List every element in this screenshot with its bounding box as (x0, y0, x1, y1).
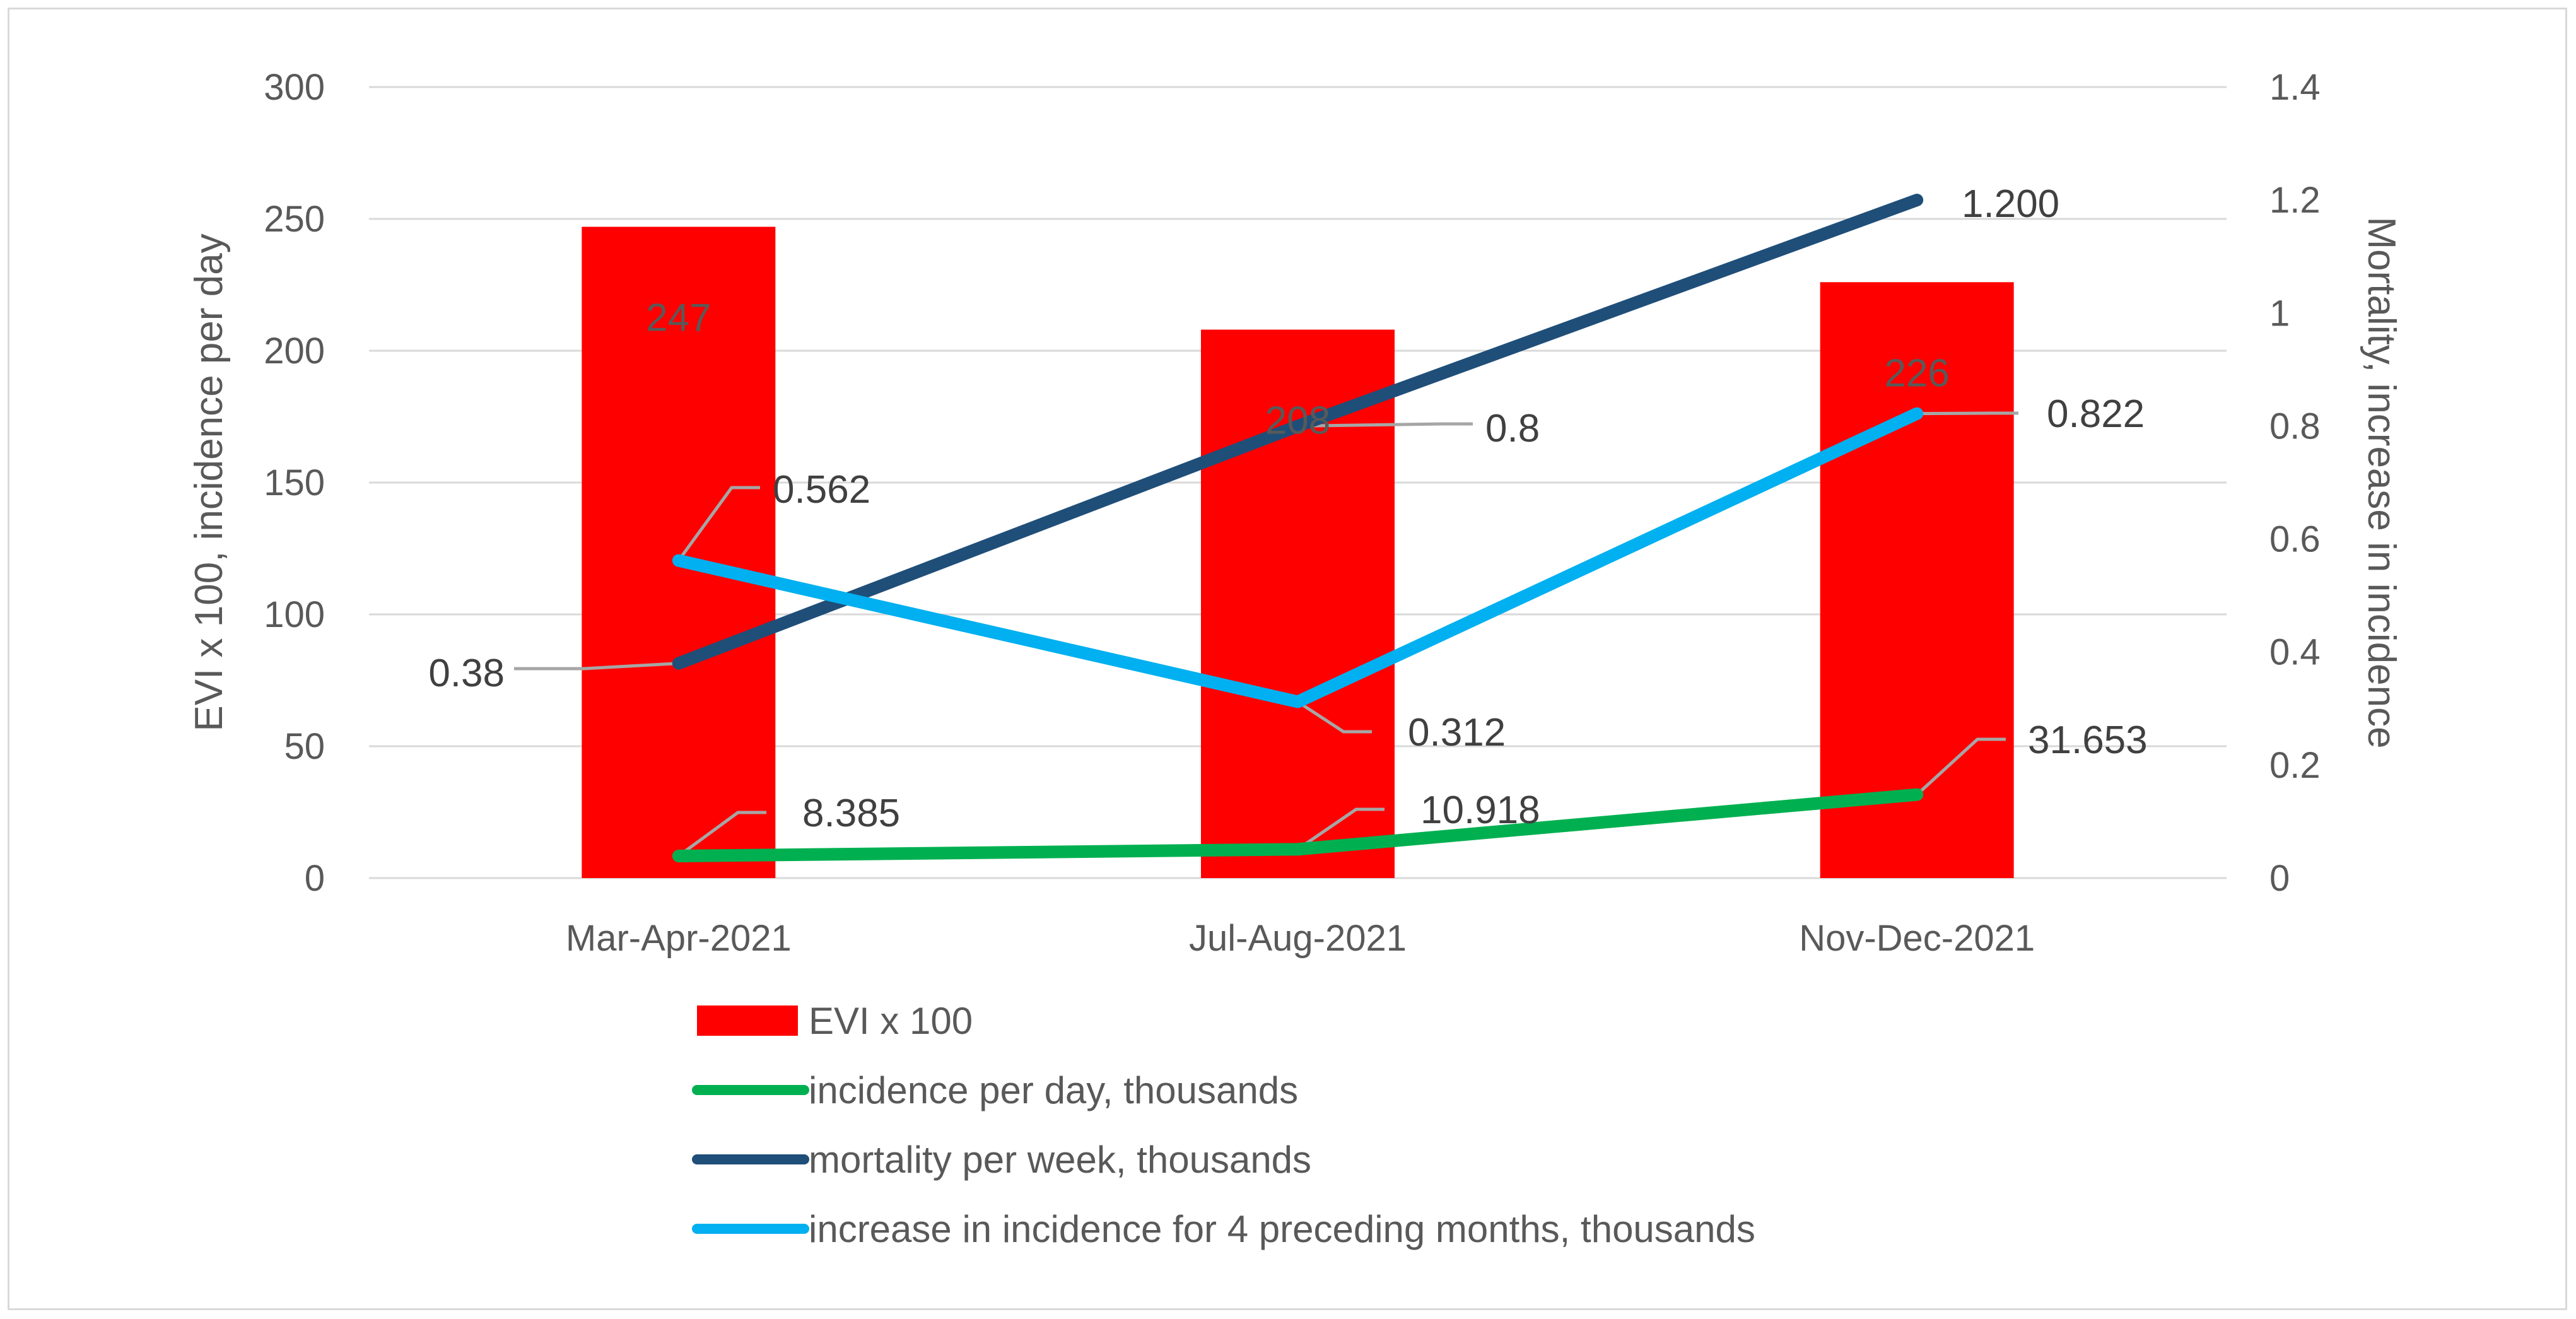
leader-line (1297, 422, 1473, 428)
data-labels: 247 208 226 8.385 10.918 31.653 0.38 0.8 1.200 0.… (428, 182, 2147, 835)
axes: 0 50 100 150 200 250 300 0 0.2 0.4 0.6 0.8 1 1.2 1.4 Ma… (187, 67, 2403, 959)
line-point (1911, 194, 1923, 206)
bar-data-label: 247 (646, 296, 711, 340)
line-data-label: 0.38 (428, 652, 505, 695)
bar (582, 226, 776, 878)
x-tick-label: Jul-Aug-2021 (1189, 918, 1407, 959)
leader-line (677, 811, 766, 857)
legend-entry-label: EVI x 100 (809, 1000, 973, 1042)
line-data-label: 31.653 (2028, 718, 2148, 762)
leader-line (514, 662, 679, 671)
y-left-tick-label: 150 (264, 462, 325, 503)
line-data-label: 1.200 (1962, 182, 2059, 226)
line-point (1292, 696, 1304, 708)
line-data-label: 0.822 (2047, 392, 2145, 436)
line-data-label: 0.312 (1408, 711, 1506, 754)
line-data-label: 0.562 (773, 468, 870, 512)
y-right-tick-label: 1.2 (2269, 180, 2321, 221)
bar (1820, 282, 2014, 878)
y-left-tick-label: 300 (264, 67, 325, 108)
y-left-tick-label: 250 (264, 199, 325, 240)
line-point (1911, 788, 1923, 800)
legend: EVI x 100 incidence per day, thousands mor… (692, 1000, 1755, 1250)
y-right-tick-label: 0.4 (2269, 632, 2321, 673)
y-right-tick-label: 0 (2269, 858, 2290, 899)
y-left-tick-label: 100 (264, 594, 325, 635)
x-tick-label: Mar-Apr-2021 (566, 918, 792, 959)
line-series (672, 194, 1924, 862)
line-data-label: 8.385 (802, 792, 900, 835)
y-left-tick-label: 50 (284, 726, 325, 767)
line-point (672, 657, 684, 669)
y-right-tick-label: 1 (2269, 293, 2290, 334)
bar-data-label: 208 (1265, 399, 1330, 443)
line-point (672, 850, 684, 862)
line-point (1292, 843, 1304, 855)
y-left-tick-label: 200 (264, 331, 325, 372)
bar-series (582, 226, 2014, 878)
leader-line (677, 486, 760, 562)
y-right-tick-label: 0.2 (2269, 745, 2321, 786)
leader-line (1297, 807, 1385, 851)
x-tick-label: Nov-Dec-2021 (1799, 918, 2035, 959)
line-point (672, 554, 684, 566)
line-point (1292, 420, 1304, 432)
bar-data-label: 226 (1884, 351, 1949, 395)
legend-entry-label: mortality per week, thousands (809, 1139, 1311, 1181)
leader-line (1916, 737, 2006, 796)
legend-entry-label: incidence per day, thousands (809, 1069, 1298, 1111)
line-data-label: 10.918 (1420, 788, 1540, 832)
y-right-axis-title: Mortality, increase in incidence (2360, 216, 2403, 748)
line-data-label: 0.8 (1485, 407, 1540, 450)
label-leader-lines (514, 411, 2018, 857)
leader-line (1297, 700, 1372, 734)
leader-line (1917, 411, 2018, 416)
y-right-tick-label: 1.4 (2269, 67, 2321, 108)
y-left-axis-title: EVI x 100, incidence per day (187, 233, 231, 731)
legend-swatch-bar (697, 1005, 798, 1036)
y-left-tick-label: 0 (305, 858, 325, 899)
legend-entry-label: increase in incidence for 4 preceding mo… (809, 1208, 1755, 1250)
y-right-tick-label: 0.6 (2269, 519, 2321, 560)
line-point (1911, 407, 1923, 419)
y-right-tick-label: 0.8 (2269, 406, 2321, 447)
